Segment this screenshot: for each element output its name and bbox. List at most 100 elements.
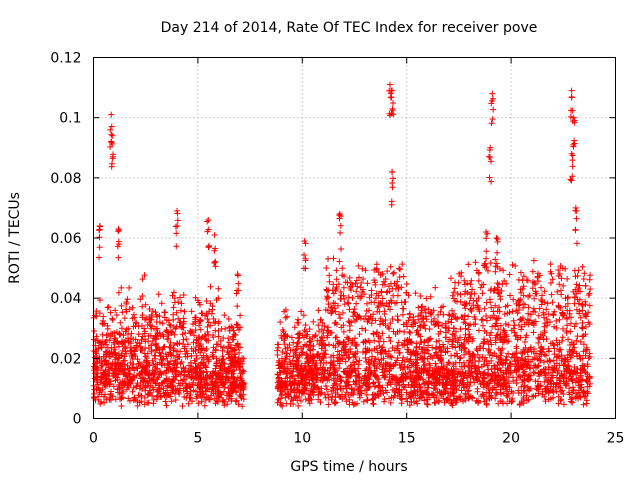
data-point — [203, 353, 210, 360]
data-point — [132, 336, 139, 343]
data-point — [491, 312, 498, 319]
data-point — [296, 352, 303, 359]
data-point — [387, 379, 394, 386]
data-point — [535, 362, 542, 369]
data-point — [157, 370, 164, 377]
data-point — [332, 399, 339, 406]
data-point — [302, 396, 309, 403]
data-point — [435, 354, 442, 361]
data-point — [423, 396, 430, 403]
data-point — [290, 352, 297, 359]
data-point — [575, 300, 582, 307]
data-point — [575, 288, 582, 295]
data-point — [404, 323, 411, 330]
data-point — [451, 285, 458, 292]
data-point — [549, 299, 556, 306]
data-point — [170, 352, 177, 359]
data-point — [467, 378, 474, 385]
data-point — [204, 381, 211, 388]
data-point — [510, 325, 517, 332]
data-point — [345, 294, 352, 301]
data-point — [503, 383, 510, 390]
data-point — [301, 251, 308, 258]
data-point — [536, 305, 543, 312]
data-point — [509, 395, 516, 402]
data-point — [337, 289, 344, 296]
data-point — [493, 260, 500, 267]
data-point — [346, 396, 353, 403]
data-point — [99, 362, 106, 369]
data-point — [93, 308, 100, 315]
data-point — [318, 389, 325, 396]
data-point — [466, 300, 473, 307]
data-point — [460, 375, 467, 382]
data-point — [586, 321, 593, 328]
data-point — [556, 270, 563, 277]
data-point — [396, 265, 403, 272]
data-point — [492, 389, 499, 396]
data-point — [134, 402, 141, 409]
data-point — [323, 286, 330, 293]
data-point — [553, 365, 560, 372]
data-point — [372, 295, 379, 302]
data-point — [336, 351, 343, 358]
data-point — [281, 332, 288, 339]
data-point — [321, 323, 328, 330]
data-point — [565, 375, 572, 382]
data-point — [118, 284, 125, 291]
data-point — [389, 180, 396, 187]
data-point — [461, 345, 468, 352]
data-point — [442, 388, 449, 395]
data-point — [204, 311, 211, 318]
data-point — [432, 400, 439, 407]
data-point — [379, 330, 386, 337]
data-point — [328, 359, 335, 366]
data-point — [307, 367, 314, 374]
data-point — [503, 333, 510, 340]
data-point — [211, 259, 218, 266]
data-point — [175, 299, 182, 306]
data-point — [424, 401, 431, 408]
data-point — [337, 229, 344, 236]
data-point — [579, 263, 586, 270]
data-point — [502, 303, 509, 310]
data-point — [235, 272, 242, 279]
data-point — [150, 396, 157, 403]
data-point — [379, 348, 386, 355]
data-point — [302, 257, 309, 264]
data-point — [413, 343, 420, 350]
data-point — [182, 330, 189, 337]
data-point — [386, 367, 393, 374]
data-point — [298, 377, 305, 384]
data-point — [278, 384, 285, 391]
data-point — [527, 358, 534, 365]
data-point — [198, 398, 205, 405]
data-point — [98, 374, 105, 381]
data-point — [529, 278, 536, 285]
data-point — [310, 354, 317, 361]
data-point — [550, 380, 557, 387]
data-point — [577, 338, 584, 345]
data-point — [127, 335, 134, 342]
data-point — [474, 347, 481, 354]
data-point — [200, 345, 207, 352]
data-point — [549, 276, 556, 283]
data-point — [580, 341, 587, 348]
data-point — [128, 348, 135, 355]
data-point — [340, 328, 347, 335]
data-point — [567, 320, 574, 327]
data-point — [543, 388, 550, 395]
data-point — [520, 273, 527, 280]
data-point — [235, 343, 242, 350]
data-point — [555, 393, 562, 400]
data-point — [181, 393, 188, 400]
data-point — [123, 350, 130, 357]
data-point — [145, 338, 152, 345]
data-point — [509, 351, 516, 358]
data-point — [428, 390, 435, 397]
data-point — [481, 375, 488, 382]
data-point — [364, 318, 371, 325]
data-point — [354, 283, 361, 290]
data-point — [550, 341, 557, 348]
data-point — [417, 386, 424, 393]
